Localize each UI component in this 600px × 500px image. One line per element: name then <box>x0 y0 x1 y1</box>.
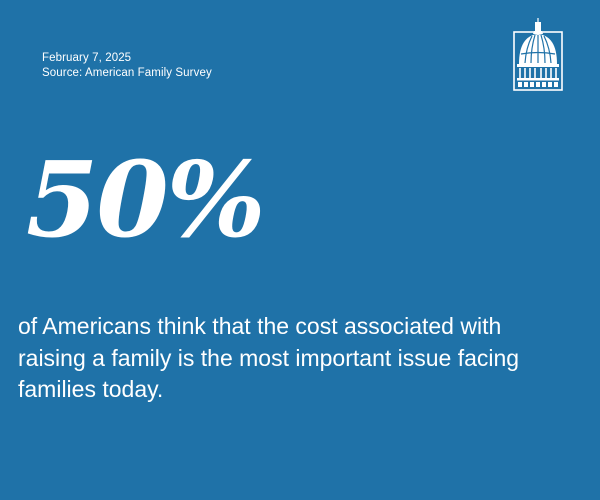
date-text: February 7, 2025 <box>42 52 132 64</box>
stat-statement: of Americans think that the cost associa… <box>18 313 520 402</box>
meta-block: February 7, 2025 Source: American Family… <box>42 51 212 81</box>
stat-value: 50% <box>26 138 266 261</box>
capitol-dome-icon <box>513 18 563 92</box>
source-text: Source: American Family Survey <box>42 67 212 79</box>
